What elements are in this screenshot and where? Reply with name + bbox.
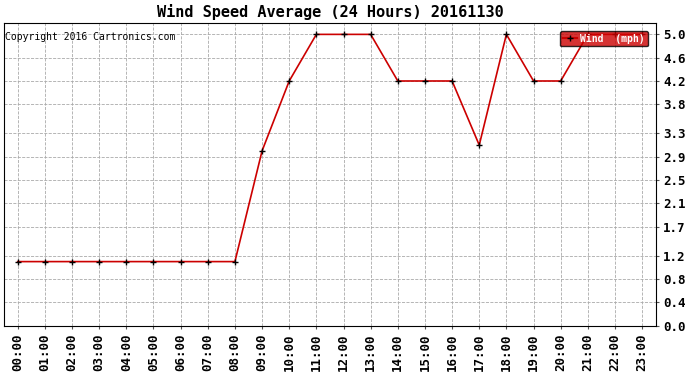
Legend: Wind  (mph): Wind (mph)	[560, 31, 648, 46]
Text: Copyright 2016 Cartronics.com: Copyright 2016 Cartronics.com	[5, 32, 175, 42]
Title: Wind Speed Average (24 Hours) 20161130: Wind Speed Average (24 Hours) 20161130	[157, 4, 503, 20]
